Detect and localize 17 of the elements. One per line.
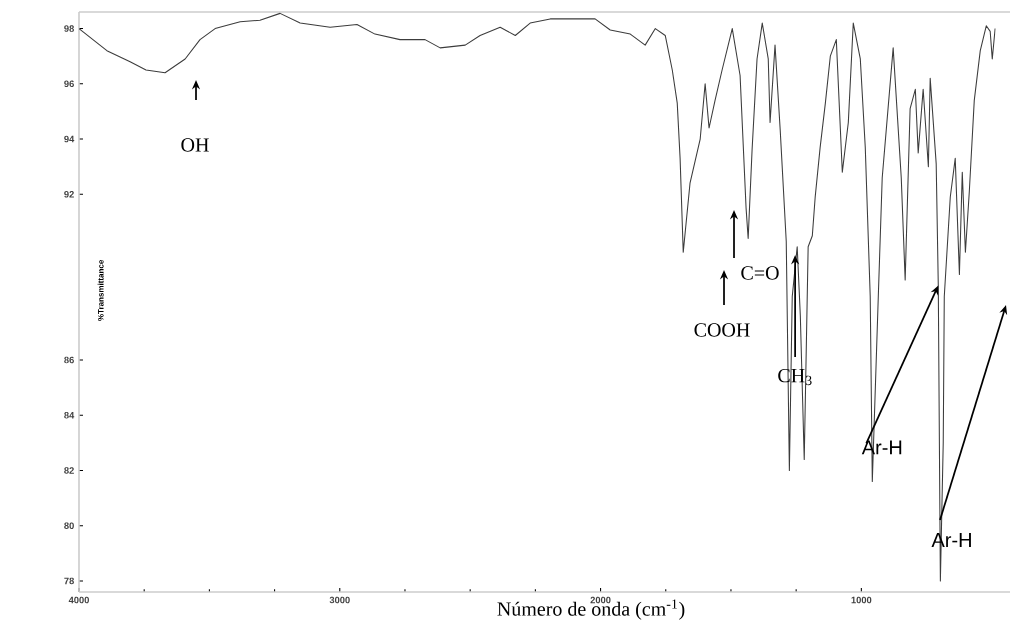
y-tick-label: 84 [64,411,75,419]
annotation: OH [181,138,209,152]
x-tick-label: 1000 [851,596,872,604]
y-tick-label: 98 [64,25,74,32]
y-tick-label: 78 [64,577,74,585]
annotation: C=O [741,266,779,280]
y-tick-label: 96 [64,80,74,88]
line-series [78,12,996,582]
x-tick-label: 3000 [329,596,350,604]
y-tick-label: 92 [64,191,74,198]
y-tick-label: 80 [64,522,74,530]
y-tick-label: 86 [64,356,74,364]
y-axis-title: %Transmittance [97,259,104,321]
x-tick-label: 4000 [68,596,89,604]
y-tick-label: 82 [64,467,74,474]
annotation: COOH [694,323,750,337]
y-tick-label: 94 [64,135,75,143]
